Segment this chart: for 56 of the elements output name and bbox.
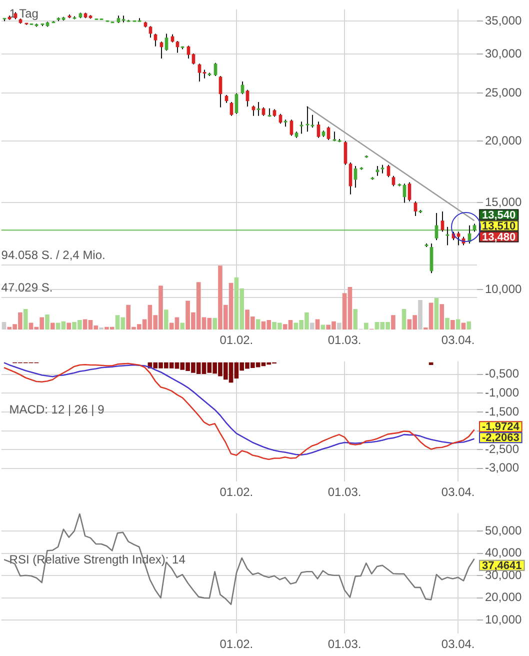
text: -1,9724 [482,421,520,434]
text: -2,2063 [482,432,520,444]
x-tick-label: 01.02. [220,485,254,500]
candlestick [198,63,202,82]
candlestick [414,200,418,217]
candlestick [446,226,450,246]
y-tick-label: -0,500 [485,366,520,381]
x-tick-label: 01.03. [328,485,362,500]
candlestick [392,175,396,187]
y-tick-label: -1,000 [485,385,520,400]
y2-axis-title: / 2,4 Mio. [56,248,106,262]
candlestick [310,114,314,128]
text: 13,510 [482,220,516,232]
candlestick [164,33,168,52]
candlestick [192,52,196,65]
y2-tick-label: 47.029 S. [1,280,53,295]
y-tick-label: -2,500 [485,442,520,456]
y-tick-label: -1,500 [485,404,520,418]
y2-tick-label: 94.058 S. [1,248,53,262]
y-tick-label: 20,000 [485,590,522,604]
y-tick-label: 10,000 [485,612,522,627]
candlestick [344,140,348,166]
candlestick [300,121,304,134]
y-tick-label: 20,000 [485,133,522,148]
y-tick-label: -3,000 [485,460,520,475]
x-tick-label: 01.03. [328,333,362,348]
y-tick-label: 25,000 [485,86,522,100]
candlestick [186,45,190,59]
candlestick [154,33,158,47]
x-tick-label: 01.02. [220,637,254,652]
y-tick-label: 15,000 [485,195,522,210]
candlestick [176,40,180,54]
candlestick [326,126,330,141]
text: MACD: 12 | 26 | 9 [9,402,105,416]
x-tick-label: 03.04. [441,485,475,500]
candlestick [306,106,310,132]
x-tick-label: 03.04. [441,637,475,652]
x-tick-label: 03.04. [441,333,475,348]
candlestick [246,89,250,108]
candlestick [234,92,238,114]
candlestick [218,75,222,108]
y-tick-label: 35,000 [485,13,522,28]
candlestick [376,166,380,176]
candlestick [408,182,412,202]
candlestick [386,164,390,178]
candlestick [256,101,260,116]
x-tick-label: 01.02. [220,333,254,348]
candlestick [214,62,218,76]
y-tick-label: 10,000 [485,282,522,296]
y-tick-label: 50,000 [485,523,522,538]
text: 13,480 [482,231,516,244]
text: 13,540 [482,209,516,222]
y-tick-label: 30,000 [485,46,522,60]
candlestick [316,121,320,138]
x-tick-label: 01.03. [328,637,362,652]
y-tick-label: 40,000 [485,546,522,560]
